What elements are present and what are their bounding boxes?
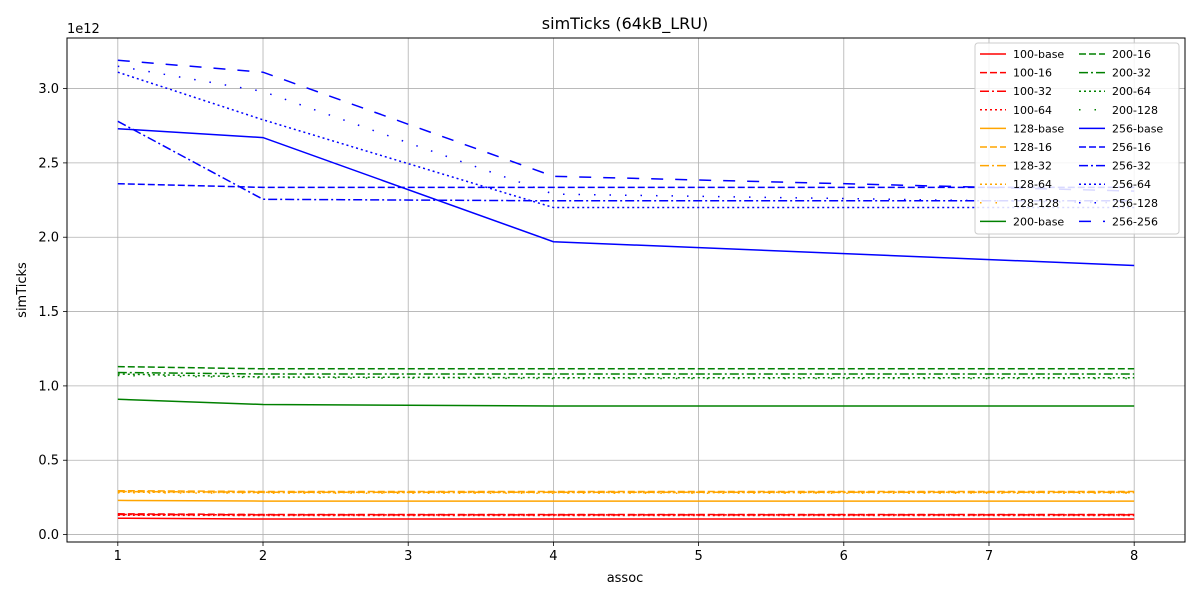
x-tick-label: 5 (694, 549, 702, 564)
series-line-256-16 (117, 182, 1135, 189)
legend-label: 256-256 (1112, 215, 1158, 228)
y-tick-label: 3.0 (38, 82, 59, 97)
legend-label: 100-32 (1013, 85, 1052, 98)
x-tick-label: 3 (404, 549, 412, 564)
series-line-100-base (117, 517, 1135, 520)
legend-label: 200-32 (1112, 67, 1151, 80)
legend-label: 256-128 (1112, 197, 1158, 210)
series-line-128-base (117, 499, 1135, 502)
legend-label: 200-64 (1112, 85, 1151, 98)
legend-label: 100-16 (1013, 67, 1052, 80)
legend-label: 100-64 (1013, 104, 1052, 117)
y-tick-label: 2.5 (38, 156, 59, 171)
legend-label: 200-base (1013, 215, 1064, 228)
legend-label: 128-16 (1013, 141, 1052, 154)
x-tick-label: 2 (259, 549, 267, 564)
series-line-200-base (117, 398, 1135, 407)
plot-frame (66, 37, 1186, 543)
x-tick-label: 4 (549, 549, 557, 564)
legend-label: 256-32 (1112, 160, 1151, 173)
legend-label: 128-128 (1013, 197, 1059, 210)
x-tick-label: 7 (985, 549, 993, 564)
x-tick-label: 1 (114, 549, 122, 564)
legend-box (974, 42, 1180, 235)
series-line-256-base (117, 127, 1135, 267)
y-tick-label: 1.5 (38, 305, 59, 320)
legend-label: 128-32 (1013, 160, 1052, 173)
legend-label: 256-base (1112, 122, 1163, 135)
y-offset-label: 1e12 (67, 22, 100, 37)
plot-series (117, 59, 1135, 520)
y-tick-label: 0.0 (38, 528, 59, 543)
series-line-256-256 (117, 59, 1135, 192)
legend: 100-base 100-16 100-32 100-64 128-base 128-16… (974, 42, 1180, 235)
legend-label: 128-base (1013, 122, 1064, 135)
y-axis-label: simTicks (15, 262, 30, 318)
legend-label: 200-128 (1112, 104, 1158, 117)
x-axis-label: assoc (607, 571, 644, 586)
legend-label: 100-base (1013, 48, 1064, 61)
x-tick-label: 6 (840, 549, 848, 564)
series-line-200-16 (117, 365, 1135, 370)
y-tick-label: 0.5 (38, 454, 59, 469)
y-tick-label: 2.0 (38, 231, 59, 246)
x-tick-label: 8 (1130, 549, 1138, 564)
legend-label: 256-64 (1112, 178, 1151, 191)
series-line-256-64 (117, 71, 1135, 209)
legend-label: 128-64 (1013, 178, 1052, 191)
chart-title: simTicks (64kB_LRU) (542, 14, 708, 34)
legend-label: 256-16 (1112, 141, 1151, 154)
axes: 1 2 3 4 5 6 7 8 0.0 0.5 1.0 1.5 2.0 2.5 3.0 (38, 37, 1186, 564)
y-tick-label: 1.0 (38, 379, 59, 394)
series-line-256-32 (117, 120, 1135, 202)
legend-label: 200-16 (1112, 48, 1151, 61)
series-line-200-64 (117, 373, 1135, 379)
series-line-200-32 (117, 371, 1135, 375)
